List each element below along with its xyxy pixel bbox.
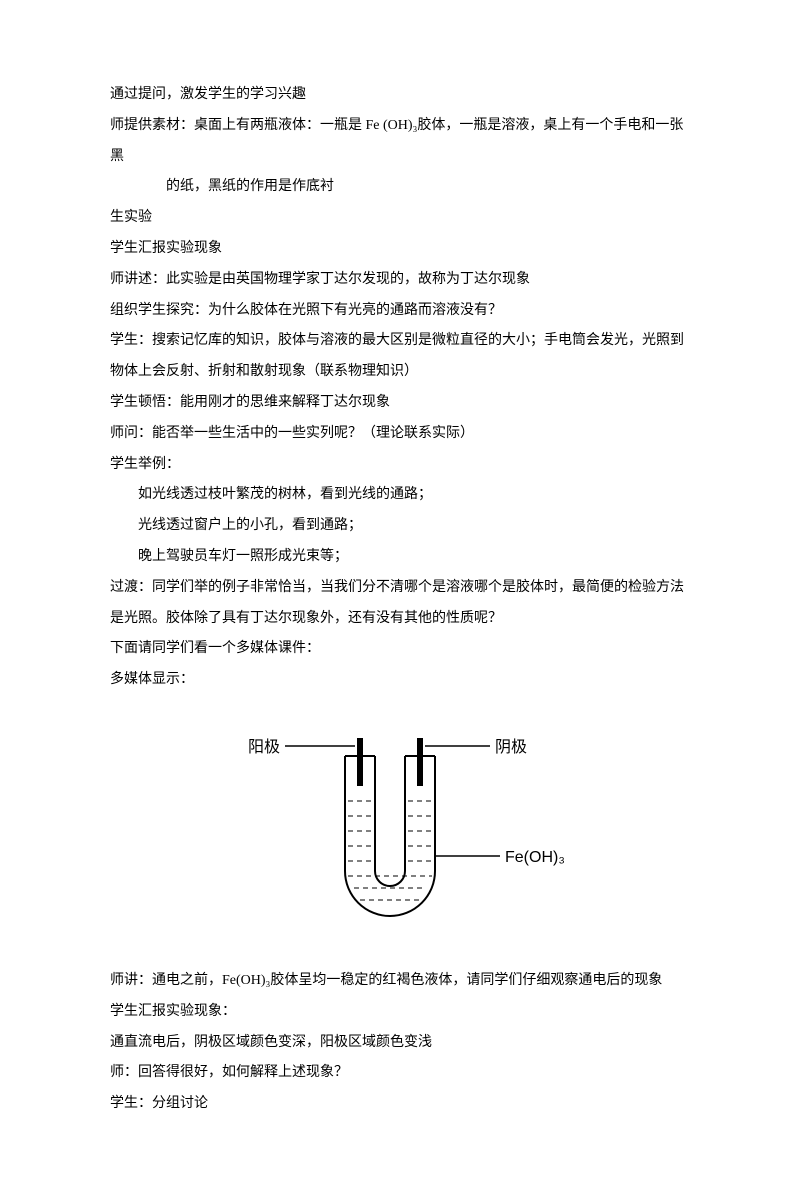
text-line: 的纸，黑纸的作用是作底衬: [110, 172, 690, 203]
u-tube-diagram: 阳极 阴极 Fe(OH)₃: [110, 726, 690, 946]
svg-text:Fe(OH)₃: Fe(OH)₃: [505, 849, 565, 866]
text-line: 如光线透过枝叶繁茂的树林，看到光线的通路；: [110, 480, 690, 511]
text-line: 下面请同学们看一个多媒体课件：: [110, 634, 690, 665]
text-line: 学生汇报实验现象：: [110, 997, 690, 1028]
text-line: 生实验: [110, 203, 690, 234]
text-line: 师讲：通电之前，Fe(OH)₃胶体呈均一稳定的红褐色液体，请同学们仔细观察通电后…: [110, 966, 690, 997]
svg-text:阴极: 阴极: [495, 738, 527, 756]
text-line: 多媒体显示：: [110, 665, 690, 696]
text-line: 师提供素材：桌面上有两瓶液体：一瓶是 Fe (OH)₃胶体，一瓶是溶液，桌上有一…: [110, 111, 690, 173]
text-line: 组织学生探究：为什么胶体在光照下有光亮的通路而溶液没有？: [110, 296, 690, 327]
text-line: 师问：能否举一些生活中的一些实列呢？（理论联系实际）: [110, 419, 690, 450]
text-line: 通过提问，激发学生的学习兴趣: [110, 80, 690, 111]
text-line: 过渡：同学们举的例子非常恰当，当我们分不清哪个是溶液哪个是胶体时，最简便的检验方…: [110, 573, 690, 635]
text-line: 学生举例：: [110, 450, 690, 481]
text-line: 学生顿悟：能用刚才的思维来解释丁达尔现象: [110, 388, 690, 419]
text-line: 师讲述：此实验是由英国物理学家丁达尔发现的，故称为丁达尔现象: [110, 265, 690, 296]
text-line: 晚上驾驶员车灯一照形成光束等；: [110, 542, 690, 573]
svg-text:阳极: 阳极: [248, 738, 280, 756]
text-line: 光线透过窗户上的小孔，看到通路；: [110, 511, 690, 542]
text-line: 学生：搜索记忆库的知识，胶体与溶液的最大区别是微粒直径的大小；手电筒会发光，光照…: [110, 326, 690, 388]
text-line: 师：回答得很好，如何解释上述现象？: [110, 1058, 690, 1089]
text-line: 学生汇报实验现象: [110, 234, 690, 265]
u-tube-svg: 阳极 阴极 Fe(OH)₃: [230, 726, 570, 946]
text-line: 通直流电后，阴极区域颜色变深，阳极区域颜色变浅: [110, 1028, 690, 1059]
text-line: 学生：分组讨论: [110, 1089, 690, 1120]
